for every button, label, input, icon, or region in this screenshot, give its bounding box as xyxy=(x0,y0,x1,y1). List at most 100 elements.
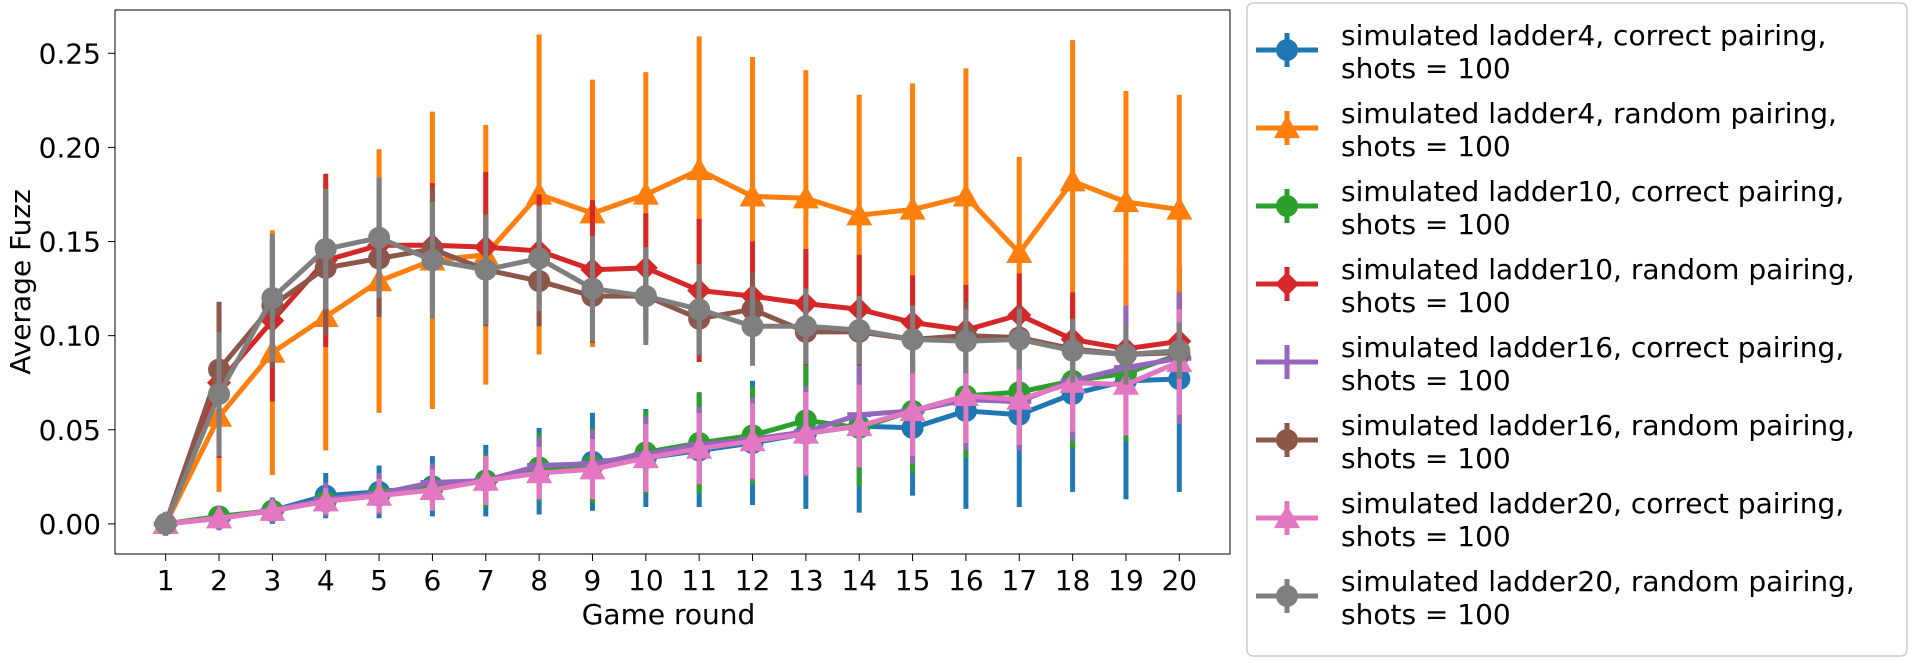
data-point xyxy=(368,226,391,249)
x-tick-label: 9 xyxy=(584,564,602,597)
x-tick-label: 8 xyxy=(530,564,548,597)
y-tick-label: 0.05 xyxy=(39,414,101,447)
legend-marker xyxy=(1276,39,1298,61)
data-point xyxy=(899,397,926,422)
legend-label: simulated ladder16, random pairing, xyxy=(1341,409,1855,442)
series-line xyxy=(165,359,1181,527)
data-point xyxy=(366,482,393,506)
data-point xyxy=(739,183,766,207)
y-axis-label: Average Fuzz xyxy=(4,189,37,375)
legend-label: shots = 100 xyxy=(1341,442,1511,475)
data-point xyxy=(1114,343,1137,366)
data-point xyxy=(526,181,553,205)
data-point xyxy=(1006,239,1033,263)
legend-label: simulated ladder10, correct pairing, xyxy=(1341,175,1844,208)
data-point xyxy=(208,383,231,405)
legend-entry: simulated ladder4, correct pairing,shots… xyxy=(1256,19,1826,85)
data-point xyxy=(528,247,551,270)
data-point xyxy=(1166,196,1193,220)
legend-label: simulated ladder20, correct pairing, xyxy=(1341,487,1844,520)
data-point xyxy=(419,477,446,501)
legend-label: shots = 100 xyxy=(1341,520,1511,553)
legend-box xyxy=(1246,2,1908,657)
y-tick-label: 0.10 xyxy=(39,320,101,353)
legend-label: simulated ladder4, correct pairing, xyxy=(1341,19,1826,52)
legend-entry: simulated ladder16, correct pairing,shot… xyxy=(1256,331,1844,397)
y-tick-label: 0.20 xyxy=(39,131,101,164)
legend-label: shots = 100 xyxy=(1341,364,1511,397)
x-tick-label: 14 xyxy=(841,564,877,597)
data-point xyxy=(421,249,444,272)
data-point xyxy=(1006,386,1033,410)
legend-label: simulated ladder20, random pairing, xyxy=(1341,565,1855,598)
x-tick-label: 5 xyxy=(370,564,388,597)
axes: 1 2 3 4 5 6 7 8 9 10 11 12 13 14 15 16 17 18 19 200.000.050… xyxy=(4,9,1231,631)
x-tick-label: 2 xyxy=(210,564,228,597)
data-point xyxy=(686,157,713,181)
data-point xyxy=(579,456,606,480)
legend-entry: simulated ladder10, random pairing,shots… xyxy=(1256,253,1855,319)
data-point xyxy=(206,505,233,529)
data-point xyxy=(901,328,924,351)
data-point xyxy=(474,258,497,281)
legend-label: shots = 100 xyxy=(1341,208,1511,241)
x-tick-label: 13 xyxy=(788,564,824,597)
x-tick-label: 16 xyxy=(948,564,984,597)
x-axis-label: Game round xyxy=(582,598,756,631)
y-tick-label: 0.00 xyxy=(39,508,101,541)
legend-entry: simulated ladder10, correct pairing,shot… xyxy=(1256,175,1844,241)
x-tick-label: 1 xyxy=(157,564,175,597)
data-point xyxy=(312,488,339,512)
x-tick-label: 15 xyxy=(895,564,931,597)
data-point xyxy=(526,460,553,484)
data-point xyxy=(952,382,979,407)
data-point xyxy=(261,287,284,309)
series-6 xyxy=(154,186,1191,535)
legend-label: shots = 100 xyxy=(1341,286,1511,319)
series-2 xyxy=(152,34,1193,535)
data-point xyxy=(1008,328,1031,351)
data-point xyxy=(1168,339,1191,362)
data-point xyxy=(846,413,873,437)
x-tick-label: 4 xyxy=(317,564,335,597)
y-tick-label: 0.25 xyxy=(39,37,101,70)
x-tick-label: 20 xyxy=(1161,564,1197,597)
data-point xyxy=(1112,189,1139,213)
x-tick-label: 18 xyxy=(1055,564,1091,597)
legend-marker xyxy=(1274,115,1300,139)
plot-area xyxy=(152,34,1193,536)
x-tick-label: 17 xyxy=(1001,564,1037,597)
legend-marker xyxy=(1275,272,1299,296)
legend-label: simulated ladder16, correct pairing, xyxy=(1341,331,1844,364)
data-point xyxy=(741,315,764,338)
data-point xyxy=(259,497,286,521)
x-tick-label: 7 xyxy=(477,564,495,597)
data-point xyxy=(792,185,819,209)
legend-entry: simulated ladder20, random pairing,shots… xyxy=(1256,565,1855,631)
data-point xyxy=(154,512,177,535)
data-point xyxy=(688,298,711,321)
legend-label: shots = 100 xyxy=(1341,52,1511,85)
legend-entry: simulated ladder20, correct pairing,shot… xyxy=(1256,487,1844,553)
y-tick-label: 0.15 xyxy=(39,226,101,259)
x-tick-label: 6 xyxy=(424,564,442,597)
legend-marker xyxy=(1275,350,1299,374)
data-point xyxy=(952,183,979,207)
x-tick-label: 19 xyxy=(1108,564,1144,597)
data-point xyxy=(848,319,871,341)
data-point xyxy=(1059,168,1086,192)
data-point xyxy=(846,202,873,226)
data-point xyxy=(581,277,604,300)
data-point xyxy=(632,445,659,469)
legend-marker xyxy=(1276,585,1298,607)
data-point xyxy=(899,196,926,220)
data-point xyxy=(739,428,766,452)
legend-label: shots = 100 xyxy=(1341,130,1511,163)
x-tick-label: 10 xyxy=(628,564,664,597)
legend-marker xyxy=(1276,195,1298,217)
data-point xyxy=(794,315,817,338)
legend-label: simulated ladder4, random pairing, xyxy=(1341,97,1837,130)
data-point xyxy=(792,420,819,444)
legend: simulated ladder4, correct pairing,shots… xyxy=(1246,2,1908,657)
